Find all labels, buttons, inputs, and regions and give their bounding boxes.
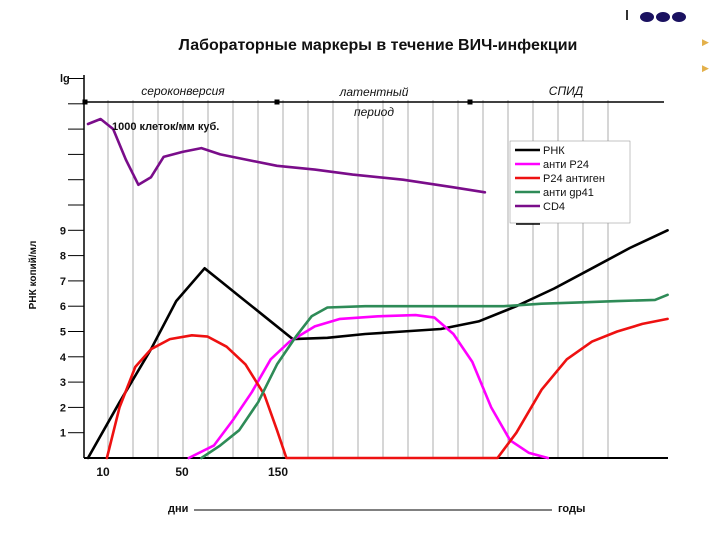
phase-bar: сероконверсия латентный период СПИД (82, 84, 664, 119)
nav-arrow-icon[interactable]: ▶ (702, 38, 709, 48)
nav-arrow-icon[interactable]: ▶ (702, 64, 709, 74)
x-tick-label: 10 (96, 465, 110, 479)
x-axis-label-days: дни (168, 503, 188, 515)
phase-label: латентный (339, 85, 409, 99)
series-group (86, 117, 669, 460)
y-tick-label: 4 (60, 352, 67, 364)
legend-label: CD4 (543, 201, 565, 213)
phase-label: сероконверсия (141, 84, 225, 98)
y-tick-label: 3 (60, 377, 66, 389)
slide-dots-decoration (640, 9, 688, 27)
phase-label: СПИД (549, 84, 584, 98)
grid (107, 100, 609, 458)
series-line-рнк (86, 229, 669, 460)
y-tick-label: 5 (60, 327, 66, 339)
y-tick-label: 1 (60, 428, 66, 440)
series-line-cd4 (86, 117, 487, 194)
header-divider (626, 10, 628, 20)
y-axis-top-label: lg (60, 73, 70, 85)
legend-label: Р24 антиген (543, 173, 605, 185)
legend-label: анти gp41 (543, 187, 594, 199)
legend-label: РНК (543, 145, 565, 157)
y-tick-label: 6 (60, 301, 66, 313)
y-axis-title: РНК копий/мл (28, 241, 39, 310)
x-tick-label: 50 (175, 465, 189, 479)
x-tick-label: 150 (268, 465, 288, 479)
phase-marker (82, 99, 88, 105)
series-line-р24-антиген (105, 317, 669, 460)
x-axis-label-years: годы (558, 503, 585, 515)
cd4-annotation: 1000 клеток/мм куб. (112, 121, 219, 133)
series-line-анти-р24 (187, 313, 550, 460)
y-tick-label: 9 (60, 225, 66, 237)
legend-label: анти Р24 (543, 159, 589, 171)
series-line-анти-gp41 (200, 293, 669, 460)
legend-box (509, 140, 631, 224)
chart-title: Лабораторные маркеры в течение ВИЧ-инфек… (179, 37, 578, 54)
y-tick-label: 2 (60, 402, 66, 414)
legend: РНК анти Р24 Р24 антиген анти gp41 CD4 (509, 140, 631, 225)
phase-marker (274, 99, 280, 105)
phase-marker (467, 99, 473, 105)
y-tick-label: 7 (60, 276, 66, 288)
y-tick-label: 8 (60, 251, 66, 263)
phase-label: период (354, 105, 394, 119)
